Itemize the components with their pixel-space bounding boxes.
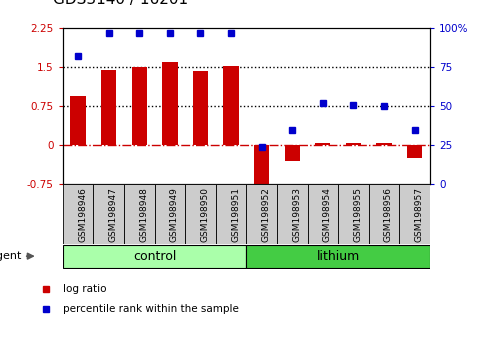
Text: GSM198957: GSM198957 [414,187,424,242]
Bar [308,184,338,244]
Bar [223,66,239,145]
Bar [162,62,177,145]
Text: agent: agent [0,251,22,261]
Text: GSM198946: GSM198946 [78,187,87,242]
Bar [246,184,277,244]
Bar [315,143,330,145]
Bar [277,184,308,244]
Bar [71,96,86,145]
Bar [407,145,422,158]
Text: log ratio: log ratio [63,284,107,294]
Text: GSM198949: GSM198949 [170,187,179,242]
Text: control: control [133,250,176,263]
Bar [63,246,246,268]
Text: percentile rank within the sample: percentile rank within the sample [63,304,239,314]
Bar [369,184,399,244]
Text: GSM198947: GSM198947 [109,187,118,242]
Bar [338,184,369,244]
Bar [376,143,392,145]
Text: GSM198948: GSM198948 [139,187,148,242]
Bar [254,145,270,189]
Text: GSM198950: GSM198950 [200,187,210,242]
Text: GSM198951: GSM198951 [231,187,240,242]
Text: GSM198952: GSM198952 [262,187,270,242]
Bar [155,184,185,244]
Bar [399,184,430,244]
Text: GSM198954: GSM198954 [323,187,332,242]
Text: lithium: lithium [316,250,360,263]
Text: GSM198955: GSM198955 [354,187,362,242]
Bar [101,70,116,145]
Bar [131,67,147,145]
Text: GSM198953: GSM198953 [292,187,301,242]
Bar [216,184,246,244]
Bar [185,184,216,244]
Bar [124,184,155,244]
Bar [246,246,430,268]
Bar [346,143,361,145]
Bar [193,72,208,145]
Text: GDS3140 / 16201: GDS3140 / 16201 [53,0,188,7]
Text: GSM198956: GSM198956 [384,187,393,242]
Bar [93,184,124,244]
Bar [284,145,300,161]
Bar [63,184,93,244]
